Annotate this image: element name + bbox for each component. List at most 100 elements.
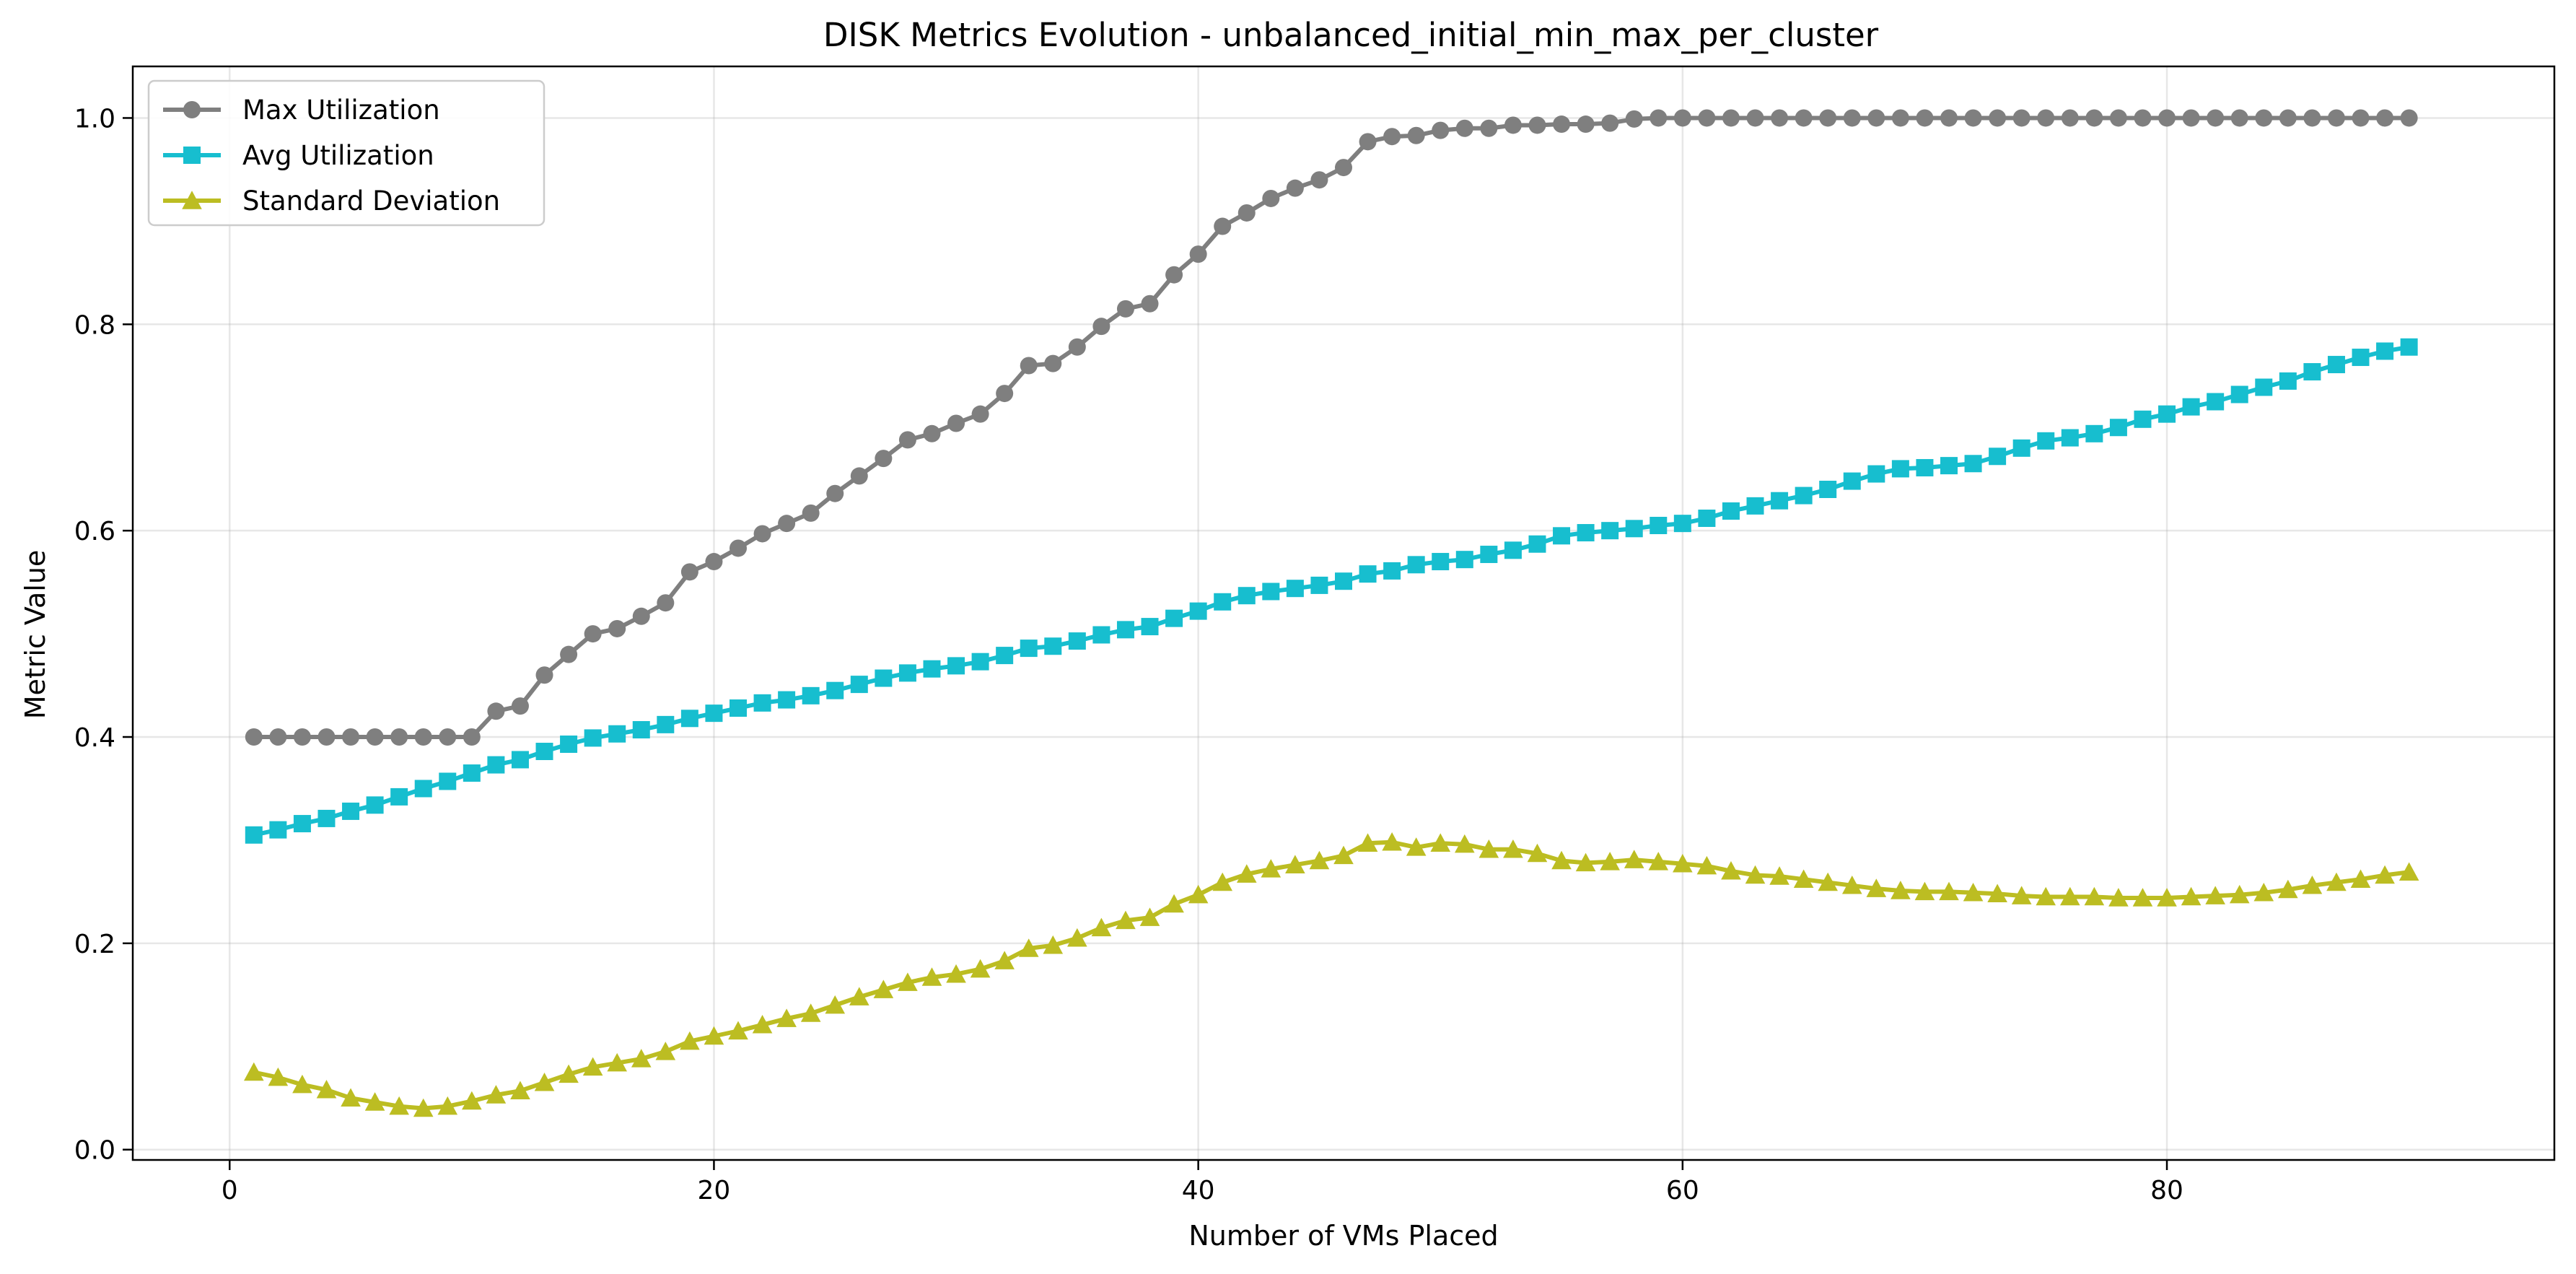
data-point: [2398, 862, 2419, 881]
data-point: [657, 715, 675, 733]
data-point: [2326, 872, 2347, 891]
data-point: [1841, 876, 1862, 894]
data-point: [2303, 363, 2321, 381]
data-point: [923, 424, 941, 442]
data-point: [1067, 928, 1087, 947]
legend-marker: [183, 147, 201, 164]
data-point: [1916, 109, 1934, 127]
data-point: [1769, 866, 1789, 885]
data-point: [2279, 109, 2297, 127]
data-point: [802, 686, 820, 704]
data-point: [1044, 637, 1062, 655]
data-point: [1020, 357, 1038, 375]
data-point: [1141, 294, 1159, 313]
plot-area: 0 20 40 60 80 0.0 0.2 0.4 0.6 0.8 1.0: [74, 65, 2556, 1205]
data-point: [244, 1062, 264, 1081]
data-point: [1309, 850, 1330, 870]
data-point: [1625, 520, 1643, 538]
data-point: [1285, 855, 1305, 873]
data-point: [437, 1096, 458, 1115]
data-point: [2375, 865, 2395, 884]
data-point: [1696, 855, 1717, 875]
data-point: [607, 1052, 627, 1072]
data-point: [1359, 133, 1377, 151]
data-point: [1746, 497, 1764, 515]
data-point: [608, 725, 626, 743]
data-point: [389, 1096, 409, 1115]
data-point: [1455, 551, 1473, 569]
y-tick-label: 1.0: [74, 104, 115, 134]
data-point: [1480, 546, 1498, 564]
data-point: [1964, 109, 1982, 127]
data-point: [245, 826, 263, 844]
data-point: [511, 751, 529, 769]
data-point: [1989, 109, 2007, 127]
data-point: [1503, 839, 1523, 858]
data-point: [1601, 522, 1619, 540]
data-point: [1480, 119, 1498, 137]
data-point: [1091, 917, 1112, 937]
data-point: [2253, 883, 2274, 902]
data-point: [1092, 318, 1110, 336]
data-point: [2158, 405, 2176, 423]
data-point: [269, 821, 287, 839]
data-point: [1333, 845, 1354, 865]
data-point: [1043, 935, 1064, 954]
y-tick-label: 0.8: [74, 310, 115, 340]
data-point: [680, 710, 698, 728]
data-point: [1963, 883, 1984, 902]
data-point: [1286, 179, 1304, 197]
data-point: [778, 691, 796, 709]
data-point: [1189, 602, 1207, 620]
data-point: [1407, 556, 1425, 574]
data-point: [1430, 833, 1451, 852]
data-point: [2181, 886, 2202, 906]
data-point: [1527, 843, 1548, 863]
data-point: [1914, 881, 1935, 901]
data-point: [1504, 116, 1522, 134]
data-point: [728, 1021, 748, 1040]
data-point: [1722, 502, 1740, 520]
data-point: [2376, 109, 2394, 127]
data-point: [245, 728, 263, 746]
data-point: [826, 681, 844, 699]
data-point: [1310, 576, 1328, 594]
x-tick-label: 60: [1666, 1176, 1699, 1205]
data-point: [1335, 159, 1352, 177]
data-point: [898, 431, 916, 449]
data-point: [971, 653, 989, 671]
data-point: [1237, 587, 1256, 605]
data-point: [1018, 938, 1039, 957]
data-point: [1406, 837, 1427, 856]
data-point: [2134, 109, 2152, 127]
data-point: [1455, 119, 1473, 137]
data-point: [2037, 109, 2055, 127]
data-point: [584, 729, 602, 747]
data-point: [753, 525, 771, 543]
data-point: [2132, 888, 2153, 907]
data-point: [342, 802, 360, 820]
data-point: [608, 619, 626, 637]
data-point: [2255, 378, 2273, 396]
data-point: [1068, 338, 1086, 356]
data-point: [2207, 393, 2225, 411]
data-point: [2350, 869, 2371, 888]
data-point: [971, 405, 989, 423]
axis-ticks: 0 20 40 60 80 0.0 0.2 0.4 0.6 0.8 1.0: [74, 104, 2183, 1205]
data-point: [1164, 894, 1184, 913]
data-point: [2230, 385, 2248, 403]
data-point: [1478, 839, 1499, 858]
data-point: [364, 1092, 385, 1111]
data-point: [316, 1080, 337, 1099]
data-point: [680, 563, 698, 581]
data-point: [1553, 115, 1571, 134]
data-point: [2400, 109, 2418, 127]
data-point: [898, 664, 916, 682]
data-point: [705, 704, 723, 723]
data-point: [875, 669, 893, 687]
data-point: [2205, 886, 2225, 904]
data-point: [1214, 217, 1232, 235]
data-point: [921, 967, 942, 986]
data-point: [1189, 245, 1207, 263]
y-tick-label: 0.2: [74, 930, 115, 959]
